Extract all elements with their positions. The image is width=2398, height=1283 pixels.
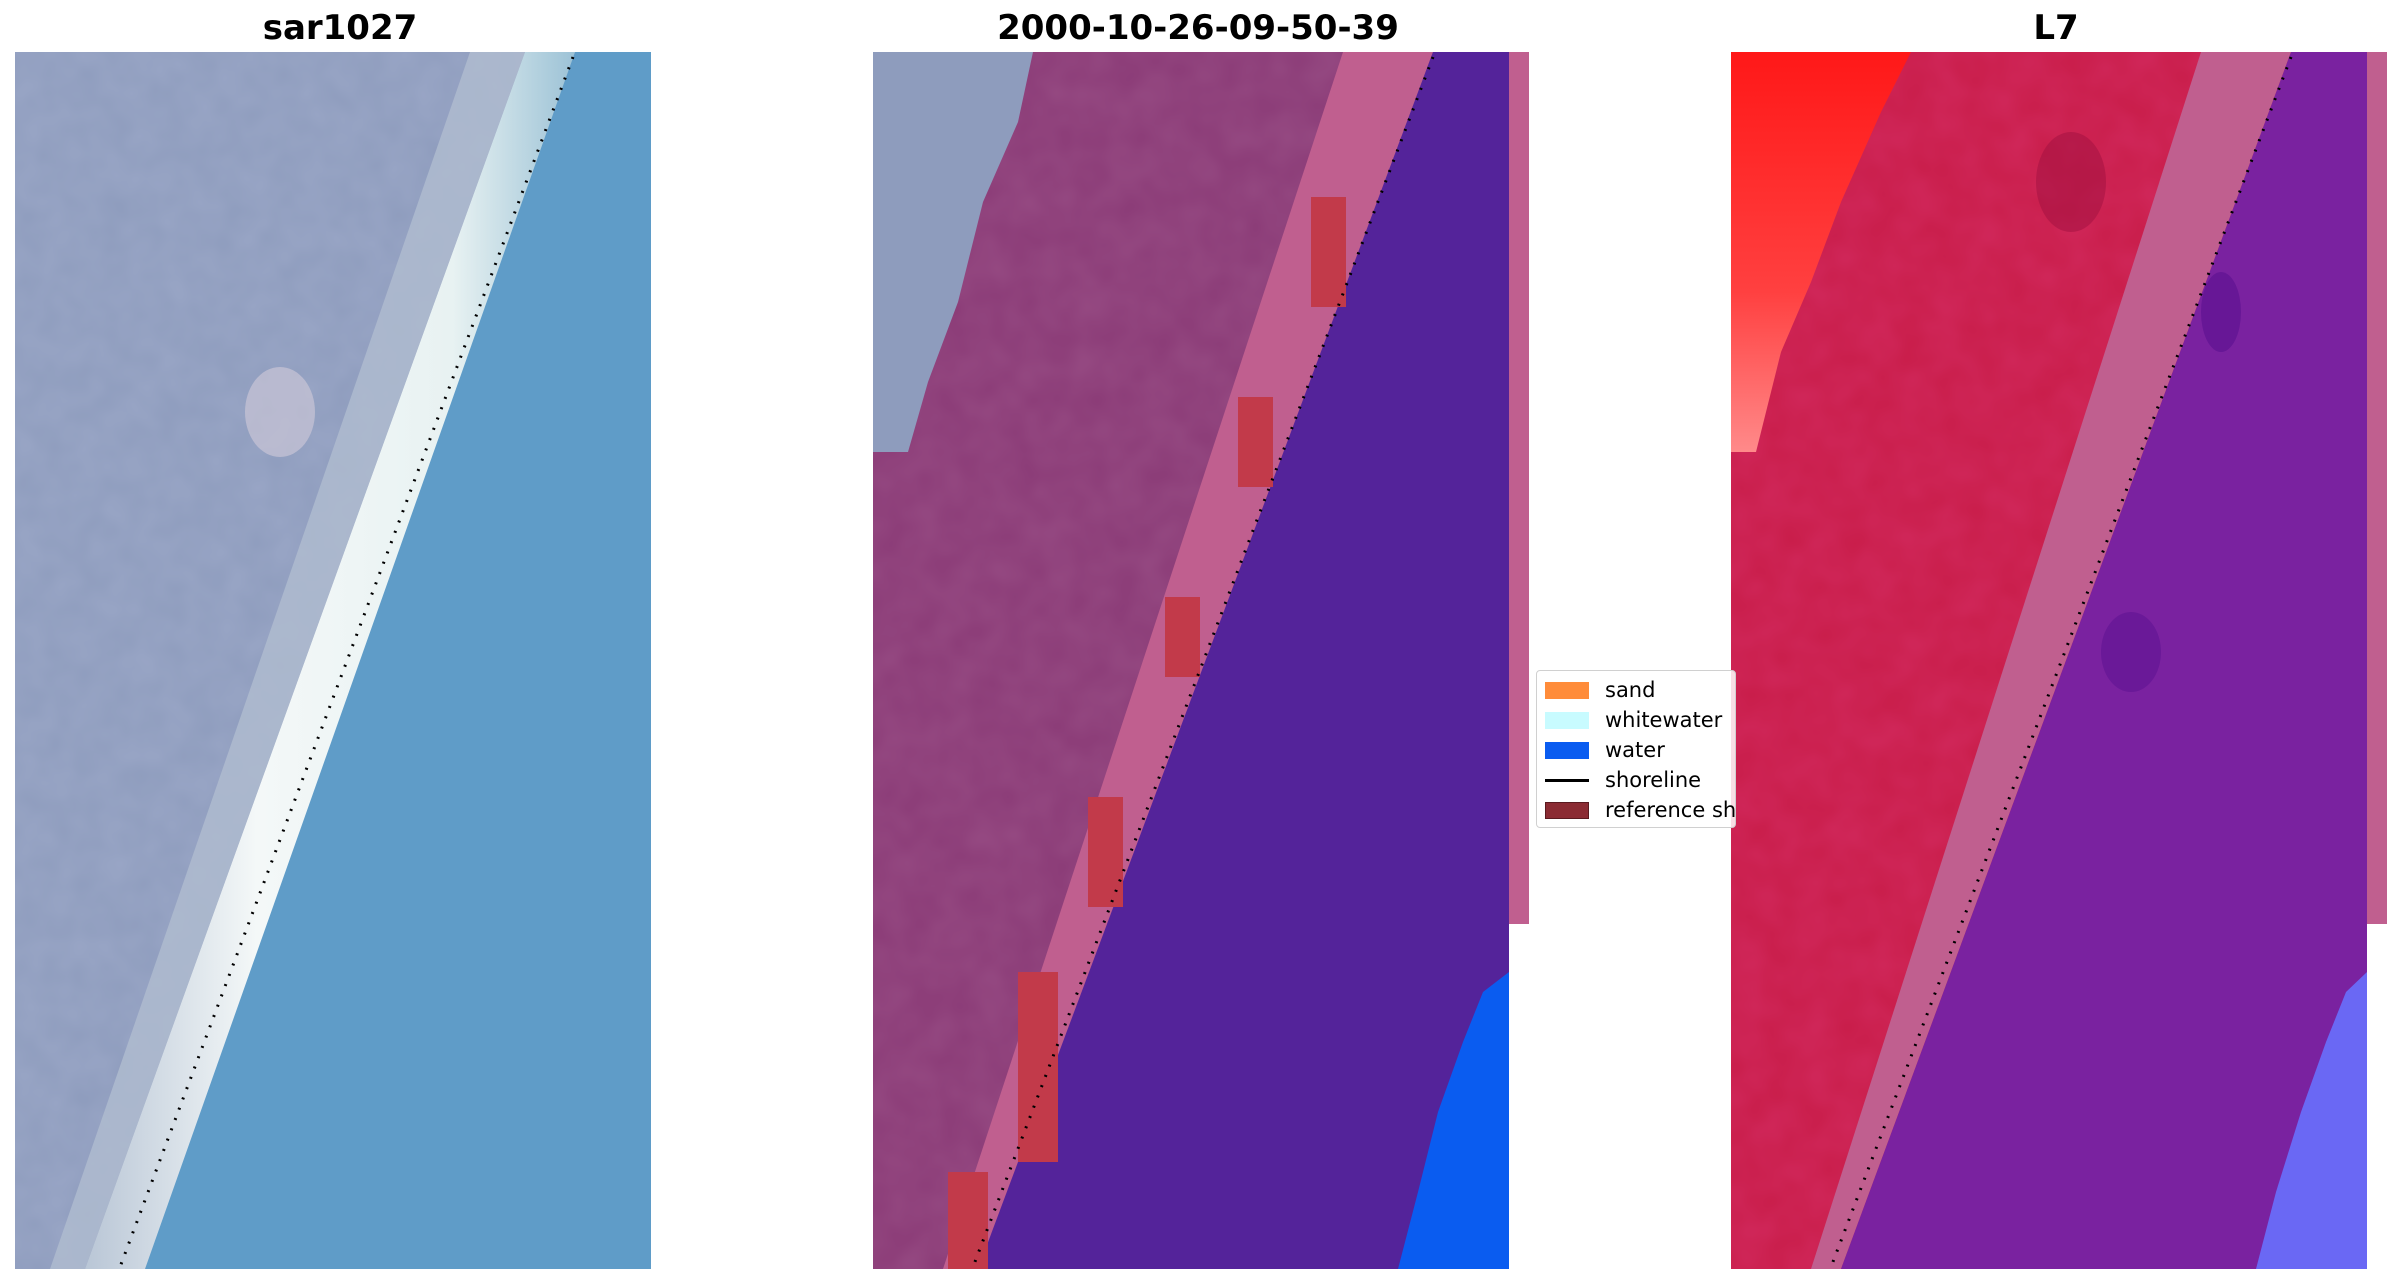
reference-patch-2 — [1238, 397, 1273, 487]
shoreline-dots — [971, 56, 1435, 1268]
l7-water-area — [2256, 972, 2367, 1269]
l7-image-panel — [1731, 52, 2387, 1269]
classified-image — [873, 52, 1529, 1269]
legend-line-shoreline — [1545, 778, 1589, 782]
panel-title-l7: L7 — [2033, 8, 2079, 48]
legend-label: whitewater — [1605, 708, 1723, 732]
rgb-image — [15, 52, 651, 1269]
unclassified-corner — [873, 52, 1033, 452]
right-edge-strip — [1509, 52, 1529, 924]
legend-swatch-reference — [1545, 801, 1589, 819]
class-sea-area — [978, 52, 1509, 1269]
beach-strip — [85, 52, 575, 1269]
l7-bright-corner — [1731, 52, 1911, 452]
legend-swatch-water — [1545, 741, 1589, 759]
legend-item-reference-shoreline: reference shoreline — [1545, 797, 1736, 823]
rgb-image-panel — [15, 52, 651, 1269]
bright-patch — [245, 367, 315, 457]
shoreline-dots — [1829, 56, 2293, 1268]
legend: sand whitewater water shoreline referenc… — [1536, 670, 1736, 828]
legend-swatch-whitewater — [1545, 711, 1589, 729]
beach-transition — [50, 52, 525, 1269]
legend-label: shoreline — [1605, 768, 1702, 792]
dark-patch-1 — [2036, 132, 2106, 232]
reference-patch-3 — [1165, 597, 1200, 677]
legend-label: sand — [1605, 678, 1656, 702]
legend-swatch-sand — [1545, 681, 1589, 699]
reference-patch-4 — [1088, 797, 1123, 907]
right-edge-strip — [2367, 52, 2387, 924]
l7-beach-edge — [1811, 52, 2291, 1269]
reference-patch-6 — [948, 1172, 988, 1269]
panel-title-date: 2000-10-26-09-50-39 — [997, 8, 1399, 48]
reference-patch-5 — [1018, 972, 1058, 1162]
legend-item-shoreline: shoreline — [1545, 767, 1701, 793]
legend-item-sand: sand — [1545, 677, 1655, 703]
panel-title-sar: sar1027 — [262, 8, 418, 48]
legend-item-water: water — [1545, 737, 1665, 763]
class-water-area — [1398, 972, 1509, 1269]
sea-area — [135, 52, 651, 1269]
classified-image-panel — [873, 52, 1529, 1269]
dark-patch-2 — [2201, 272, 2241, 352]
legend-label: water — [1605, 738, 1665, 762]
l7-image — [1731, 52, 2387, 1269]
legend-item-whitewater: whitewater — [1545, 707, 1722, 733]
dark-patch-3 — [2101, 612, 2161, 692]
legend-label: reference shoreline — [1605, 798, 1736, 822]
reference-patch-1 — [1311, 197, 1346, 307]
